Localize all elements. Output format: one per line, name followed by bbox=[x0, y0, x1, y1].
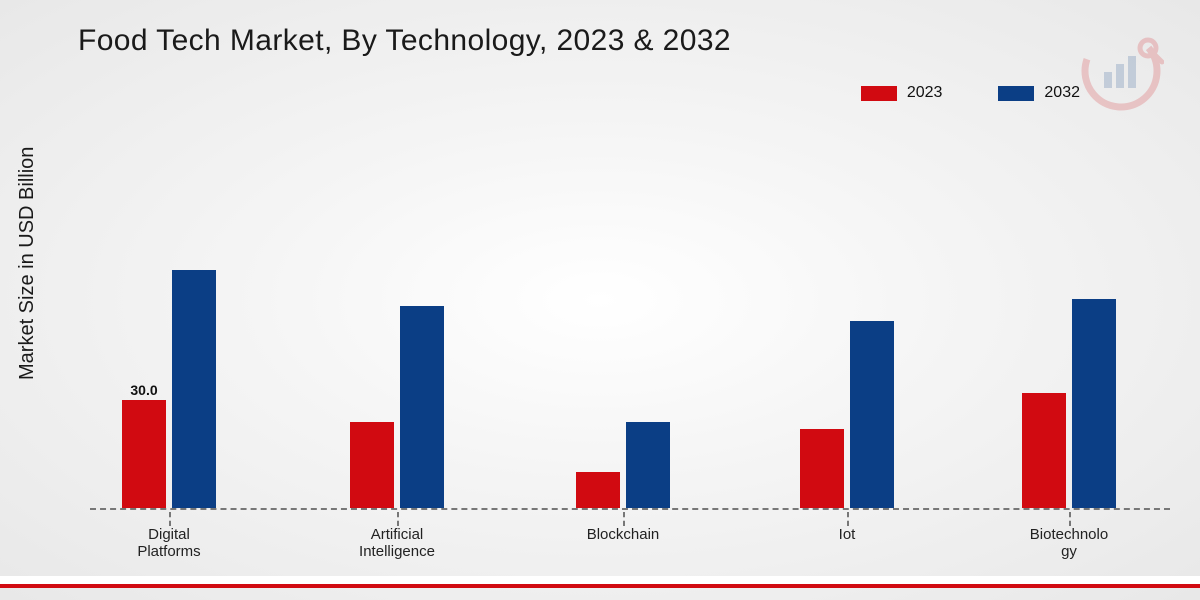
category-label: ArtificialIntelligence bbox=[327, 526, 467, 561]
category-tick bbox=[847, 512, 849, 526]
bar bbox=[400, 306, 444, 508]
bar bbox=[850, 321, 894, 508]
chart-title: Food Tech Market, By Technology, 2023 & … bbox=[78, 24, 731, 58]
legend: 2023 2032 bbox=[861, 84, 1080, 102]
category-tick bbox=[1069, 512, 1071, 526]
bar bbox=[172, 270, 216, 508]
bar bbox=[350, 422, 394, 508]
chart-canvas: Food Tech Market, By Technology, 2023 & … bbox=[0, 0, 1200, 600]
value-label: 30.0 bbox=[122, 382, 166, 398]
legend-swatch-icon bbox=[861, 86, 897, 101]
bar bbox=[1022, 393, 1066, 508]
legend-label: 2032 bbox=[1044, 84, 1080, 102]
legend-swatch-icon bbox=[998, 86, 1034, 101]
plot-area: 30.0 bbox=[90, 150, 1170, 510]
category-label: Iot bbox=[777, 526, 917, 543]
legend-item-2032: 2032 bbox=[998, 84, 1080, 102]
category-label: Blockchain bbox=[553, 526, 693, 543]
category-tick bbox=[623, 512, 625, 526]
x-axis-baseline bbox=[90, 508, 1170, 510]
bar bbox=[800, 429, 844, 508]
legend-item-2023: 2023 bbox=[861, 84, 943, 102]
category-axis: DigitalPlatforms ArtificialIntelligence Bl… bbox=[90, 512, 1170, 572]
bar bbox=[576, 472, 620, 508]
footer-accent-line bbox=[0, 584, 1200, 588]
category-label: DigitalPlatforms bbox=[99, 526, 239, 561]
bar bbox=[122, 400, 166, 508]
y-axis-label: Market Size in USD Billion bbox=[16, 147, 39, 380]
legend-label: 2023 bbox=[907, 84, 943, 102]
bar bbox=[1072, 299, 1116, 508]
category-label: Biotechnology bbox=[999, 526, 1139, 561]
footer-gap bbox=[0, 576, 1200, 584]
category-tick bbox=[397, 512, 399, 526]
bar bbox=[626, 422, 670, 508]
watermark-logo-icon bbox=[1078, 28, 1164, 119]
category-tick bbox=[169, 512, 171, 526]
